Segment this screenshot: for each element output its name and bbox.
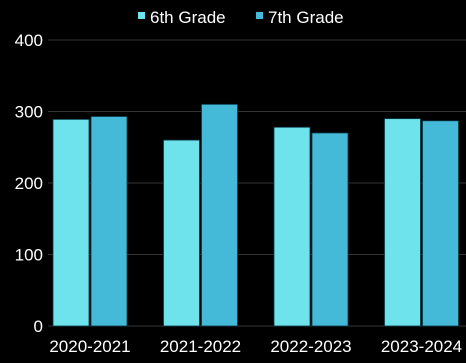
legend-label: 6th Grade [150, 8, 226, 27]
bar-6th-grade-2022-2023 [273, 126, 311, 327]
y-tick-label: 100 [15, 246, 43, 265]
bar-7th-grade-2020-2021 [90, 116, 128, 327]
bar-7th-grade-2023-2024 [422, 120, 459, 327]
x-tick-label: 2023-2024 [381, 337, 462, 356]
y-tick-label: 300 [15, 103, 43, 122]
bars [52, 103, 459, 327]
legend: 6th Grade 7th Grade [138, 8, 344, 27]
bar-6th-grade-2020-2021 [52, 118, 90, 327]
x-axis-ticks: 2020-2021 2021-2022 2022-2023 2023-2024 [49, 337, 462, 356]
bar-6th-grade-2023-2024 [384, 118, 421, 327]
y-tick-label: 0 [34, 317, 43, 336]
x-tick-label: 2022-2023 [270, 337, 351, 356]
legend-swatch-6th-grade [138, 12, 145, 19]
y-tick-label: 200 [15, 174, 43, 193]
legend-label: 7th Grade [268, 8, 344, 27]
bar-7th-grade-2021-2022 [201, 103, 238, 327]
y-axis-ticks: 0 100 200 300 400 [15, 31, 43, 336]
legend-swatch-7th-grade [256, 12, 263, 19]
x-tick-label: 2020-2021 [49, 337, 130, 356]
x-tick-label: 2021-2022 [160, 337, 241, 356]
y-tick-label: 400 [15, 31, 43, 50]
bar-7th-grade-2022-2023 [311, 132, 349, 327]
bar-6th-grade-2021-2022 [163, 139, 200, 327]
